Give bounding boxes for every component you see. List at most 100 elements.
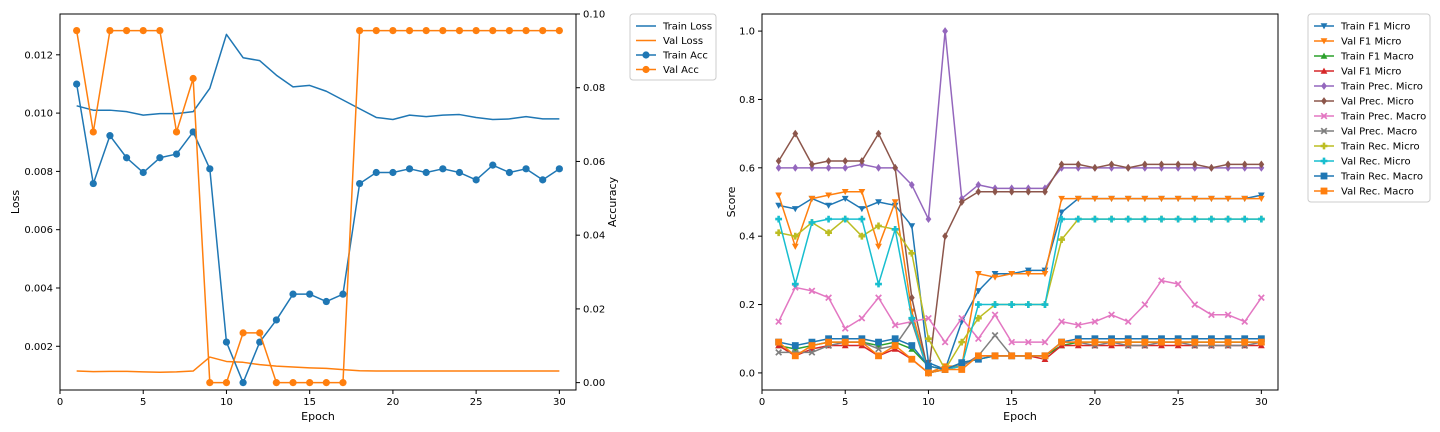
left-data-point-val-acc <box>505 26 514 35</box>
right-data-point-train-prec-macro <box>991 311 999 319</box>
right-data-point-val-rec-micro <box>1191 215 1199 223</box>
left-data-point-val-acc <box>272 379 280 387</box>
right-data-point-train-rec-macro <box>974 355 982 363</box>
right-data-point-val-prec-macro <box>775 349 783 356</box>
right-x-tick-label: 25 <box>1172 397 1185 408</box>
right-data-point-train-rec-macro <box>1241 335 1249 343</box>
left-legend-label: Train Loss <box>662 22 712 33</box>
right-legend-item-train-prec-macro: Train Prec. Macro <box>1314 112 1426 123</box>
right-legend-item-val-f1-micro: Val F1 Micro <box>1314 37 1401 48</box>
left-data-point-val-acc <box>322 379 330 387</box>
right-data-point-val-prec-micro <box>775 157 782 165</box>
right-legend-marker <box>1320 52 1328 59</box>
right-data-point-train-prec-macro <box>1174 280 1182 288</box>
right-data-point-val-rec-micro <box>875 280 882 288</box>
right-data-point-val-prec-micro <box>992 187 998 196</box>
right-y-tick-label: 0.4 <box>739 232 755 243</box>
left-data-point-train-acc <box>505 168 514 177</box>
right-data-point-train-f1-micro <box>875 199 882 206</box>
right-data-point-train-f1-micro <box>1024 267 1032 274</box>
right-data-point-train-rec-macro <box>1191 335 1199 343</box>
right-data-point-train-prec-macro <box>1074 321 1082 329</box>
right-data-point-val-prec-micro <box>1008 187 1015 196</box>
right-data-point-train-f1-micro <box>825 202 832 209</box>
left-data-point-val-acc <box>489 26 497 35</box>
right-data-point-val-prec-micro <box>892 163 899 172</box>
right-data-point-val-rec-macro <box>1074 338 1082 346</box>
left-data-point-train-acc <box>472 176 480 184</box>
right-legend-item-train-prec-micro: Train Prec. Micro <box>1314 82 1423 93</box>
right-data-point-val-rec-macro <box>925 369 932 377</box>
right-data-point-val-f1-micro <box>1191 195 1199 202</box>
right-data-point-train-f1-micro <box>991 271 999 278</box>
left-data-point-train-acc <box>172 150 181 158</box>
right-data-point-train-rec-macro <box>908 342 916 349</box>
left-data-point-val-acc <box>389 26 397 35</box>
right-data-point-train-prec-macro <box>825 294 832 302</box>
right-data-point-val-f1-micro <box>1091 195 1099 202</box>
left-data-point-train-acc <box>156 154 164 162</box>
right-data-point-val-f1-micro <box>1008 271 1016 278</box>
left-data-point-train-acc <box>222 338 231 346</box>
left-data-point-val-acc <box>89 128 97 136</box>
right-data-point-train-prec-macro <box>1141 301 1149 308</box>
right-data-point-val-prec-macro <box>808 349 816 356</box>
right-data-point-val-prec-micro <box>975 187 982 196</box>
right-data-point-val-f1-micro <box>808 195 816 202</box>
right-legend-marker <box>1320 157 1328 165</box>
right-data-point-val-rec-micro <box>958 362 966 370</box>
right-data-point-val-prec-macro <box>875 345 882 353</box>
right-data-point-val-rec-macro <box>1058 338 1066 346</box>
right-data-point-train-prec-macro <box>958 314 966 322</box>
right-data-point-val-f1-micro <box>1174 195 1182 202</box>
right-data-point-train-rec-macro <box>791 342 799 349</box>
right-data-point-train-rec-macro <box>1224 335 1232 343</box>
right-data-point-val-f1-micro <box>1257 195 1265 202</box>
right-data-point-train-prec-macro <box>1158 277 1165 285</box>
left-series-val-loss <box>76 356 560 373</box>
right-data-point-train-rec-micro <box>858 232 866 240</box>
left-y-right-tick-label: 0.02 <box>583 304 605 315</box>
left-y-right-tick-label: 0.04 <box>583 231 605 242</box>
right-data-point-train-prec-macro <box>841 325 849 332</box>
left-data-point-train-acc <box>289 290 297 298</box>
left-data-point-val-acc <box>172 128 181 136</box>
left-x-tick-label: 20 <box>387 397 400 408</box>
right-data-point-train-prec-macro <box>941 338 949 346</box>
left-x-tick-label: 30 <box>553 397 566 408</box>
right-data-point-train-prec-macro <box>974 335 982 343</box>
left-y-right-tick-label: 0.08 <box>583 83 605 94</box>
left-data-point-val-acc <box>306 379 314 387</box>
right-series-val-rec-macro <box>775 338 1265 377</box>
right-data-point-val-prec-micro <box>809 160 815 169</box>
right-data-point-train-prec-micro <box>908 180 915 189</box>
right-data-point-val-rec-micro <box>1174 215 1182 223</box>
left-legend-label: Train Acc <box>662 51 708 62</box>
left-data-point-train-acc <box>356 179 364 188</box>
right-data-point-val-prec-micro <box>875 129 882 138</box>
right-data-point-train-rec-macro <box>958 359 966 367</box>
right-data-point-val-f1-micro <box>1074 195 1082 202</box>
right-data-point-val-rec-macro <box>775 338 783 346</box>
right-data-point-train-prec-macro <box>775 318 783 326</box>
right-data-point-train-prec-macro <box>808 287 816 295</box>
right-data-point-train-prec-macro <box>1124 318 1132 326</box>
left-data-point-train-acc <box>389 168 397 177</box>
right-data-point-val-rec-micro <box>1074 215 1082 223</box>
right-data-point-train-rec-micro <box>1058 236 1066 243</box>
left-data-point-train-acc <box>189 128 197 136</box>
right-data-point-val-rec-micro <box>858 215 866 223</box>
right-data-point-val-prec-micro <box>825 157 832 165</box>
left-data-point-train-acc <box>439 165 447 173</box>
left-data-point-train-acc <box>339 290 347 298</box>
left-plot-area <box>59 13 577 391</box>
right-x-tick-label: 5 <box>842 397 848 408</box>
right-data-point-val-rec-micro <box>825 215 832 223</box>
right-data-point-train-prec-micro <box>975 180 982 189</box>
left-series-train-loss <box>76 33 560 121</box>
left-x-tick-label: 5 <box>140 397 146 408</box>
right-data-point-train-rec-macro <box>1108 335 1115 343</box>
right-data-point-train-prec-macro <box>858 314 866 322</box>
right-data-point-val-rec-micro <box>1257 215 1265 223</box>
right-legend-label: Train F1 Micro <box>1340 22 1410 33</box>
